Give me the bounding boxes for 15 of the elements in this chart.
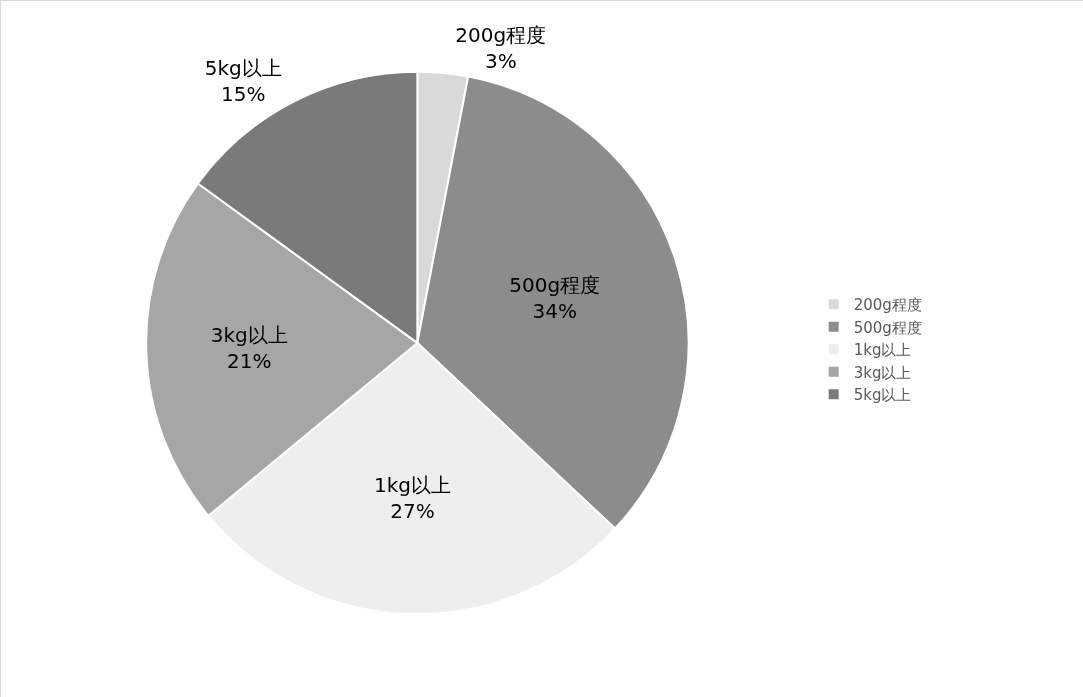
data-label: 15% bbox=[220, 82, 266, 107]
legend-label: 500g程度 bbox=[853, 318, 922, 337]
legend-label: 200g程度 bbox=[853, 296, 922, 315]
data-label: 27% bbox=[390, 498, 435, 523]
data-label: 21% bbox=[227, 349, 272, 374]
slice-label: 500g程度 bbox=[509, 273, 601, 298]
data-label: 3% bbox=[484, 49, 517, 74]
slice-label: 3kg以上 bbox=[210, 323, 288, 348]
legend-label: 5kg以上 bbox=[853, 386, 912, 405]
data-label: 34% bbox=[532, 299, 578, 324]
legend-label: 1kg以上 bbox=[853, 341, 912, 360]
slice-label: 200g程度 bbox=[455, 23, 547, 48]
slice-label: 5kg以上 bbox=[204, 56, 282, 81]
slice-label: 1kg以上 bbox=[373, 472, 451, 497]
legend-label: 3kg以上 bbox=[853, 363, 912, 382]
